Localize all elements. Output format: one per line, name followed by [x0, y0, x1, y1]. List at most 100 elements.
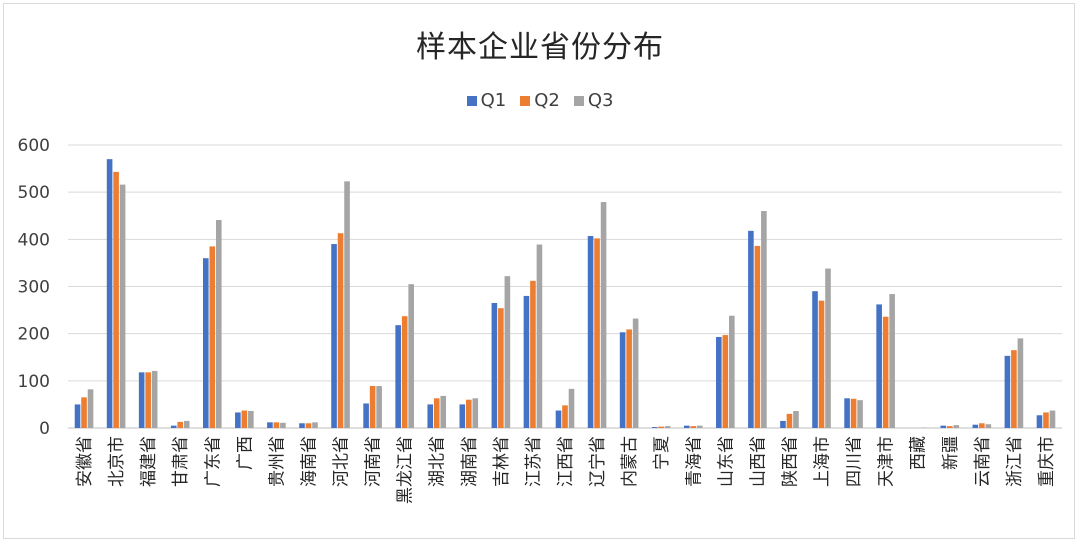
x-tick-label: 云南省 [973, 436, 993, 487]
x-tick-label: 上海市 [813, 436, 833, 487]
bar-q1 [331, 244, 337, 428]
bar-q3 [825, 268, 831, 428]
chart-title: 样本企业省份分布 [416, 30, 664, 65]
bar-q1 [202, 258, 209, 428]
bar-q1 [780, 420, 786, 428]
bar-q2 [818, 300, 825, 428]
bar-q2 [273, 422, 280, 428]
bar-q1 [812, 291, 818, 428]
x-tick-label: 广东省 [203, 436, 223, 487]
legend-item-q1: Q1 [466, 90, 506, 111]
bar-q2 [401, 316, 408, 428]
y-tick-label: 0 [39, 419, 50, 439]
x-tick-label: 贵州省 [267, 436, 287, 487]
bar-q2 [337, 233, 344, 428]
bar-q1 [716, 336, 722, 428]
bar-q3 [729, 315, 735, 428]
bar-q2 [594, 238, 600, 428]
legend-label-q2: Q2 [534, 90, 560, 111]
bar-q2 [979, 423, 985, 428]
bar-q3 [568, 388, 575, 428]
bar-q2 [113, 171, 119, 428]
bar-q1 [876, 304, 882, 428]
bar-q1 [74, 404, 81, 428]
bar-q1 [363, 403, 369, 428]
bar-q3 [119, 184, 126, 428]
bar-q3 [793, 411, 799, 428]
legend-swatch-q2 [520, 95, 531, 106]
x-tick-label: 宁夏 [652, 436, 672, 470]
bar-q2 [241, 410, 248, 428]
bar-q1 [683, 425, 690, 428]
bar-q2 [498, 308, 504, 428]
bar-q1 [235, 412, 241, 428]
chart-legend: Q1 Q2 Q3 [0, 90, 1080, 111]
bar-q2 [722, 335, 729, 428]
bar-q1 [523, 295, 530, 428]
x-tick-label: 福建省 [139, 436, 159, 487]
bar-q3 [1017, 338, 1024, 428]
y-tick-label: 500 [18, 183, 50, 203]
bar-q2 [690, 426, 697, 428]
bar-q3 [664, 426, 671, 428]
x-tick-label: 山东省 [716, 436, 736, 487]
bar-q3 [183, 420, 190, 428]
x-tick-label: 湖北省 [428, 436, 448, 487]
x-tick-label: 甘肃省 [171, 436, 191, 487]
bar-q2 [1011, 350, 1017, 428]
bar-q3 [151, 370, 158, 428]
legend-label-q3: Q3 [587, 90, 614, 111]
x-tick-label: 浙江省 [1005, 436, 1025, 487]
x-tick-label: 北京市 [107, 436, 127, 487]
x-tick-label: 四川省 [845, 436, 865, 487]
bar-q3 [857, 400, 863, 428]
bar-q2 [754, 245, 761, 428]
bar-q1 [459, 404, 466, 428]
bar-q3 [504, 276, 511, 428]
bar-q3 [280, 422, 286, 428]
bar-q3 [248, 411, 254, 428]
x-tick-label: 辽宁省 [588, 436, 608, 487]
y-tick-label: 600 [18, 136, 50, 156]
bar-q2 [786, 413, 793, 428]
bar-q1 [844, 398, 850, 428]
bar-q3 [87, 389, 94, 428]
x-tick-label: 广西 [235, 436, 255, 470]
legend-item-q2: Q2 [520, 90, 560, 111]
bar-q1 [619, 332, 626, 428]
bar-q1 [427, 404, 434, 428]
bar-q3 [376, 386, 382, 428]
bar-q2 [658, 426, 664, 428]
x-tick-label: 江苏省 [524, 436, 544, 487]
legend-swatch-q1 [466, 95, 477, 106]
x-tick-label: 天津市 [877, 436, 897, 487]
bar-q2 [433, 398, 440, 428]
x-tick-label: 河北省 [332, 436, 352, 487]
bar-q3 [761, 211, 767, 428]
bar-q1 [972, 424, 979, 428]
bar-q1 [555, 410, 562, 428]
bar-q3 [985, 424, 992, 428]
bar-q2 [850, 398, 857, 428]
y-tick-label: 100 [18, 372, 50, 392]
bar-q2 [562, 405, 568, 428]
legend-item-q3: Q3 [573, 90, 614, 111]
bar-q2 [369, 386, 376, 428]
bar-q1 [299, 423, 305, 428]
bar-q1 [748, 230, 754, 428]
bar-q2 [626, 329, 632, 428]
bar-q2 [145, 372, 151, 428]
bar-q3 [472, 398, 479, 428]
bar-q2 [305, 423, 312, 428]
legend-swatch-q3 [573, 95, 584, 106]
x-tick-label: 黑龙江省 [396, 436, 416, 504]
x-tick-label: 重庆市 [1037, 436, 1057, 487]
bar-q1 [267, 422, 273, 428]
bar-q3 [344, 181, 350, 428]
x-tick-label: 吉林省 [492, 436, 512, 487]
y-tick-label: 200 [18, 325, 50, 345]
bar-q1 [651, 427, 658, 428]
bar-q3 [600, 202, 607, 428]
bar-q1 [395, 325, 401, 428]
bar-q3 [696, 425, 703, 428]
